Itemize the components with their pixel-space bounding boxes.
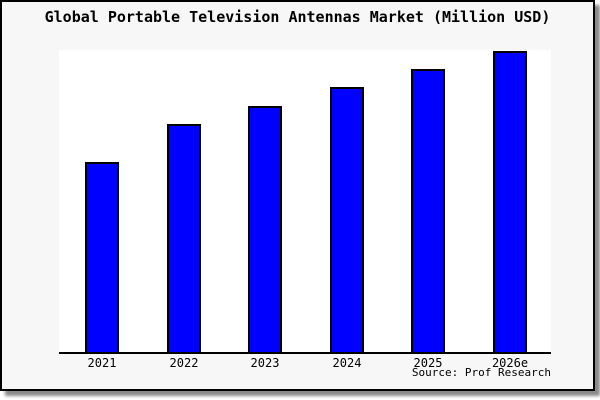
chart-title: Global Portable Television Antennas Mark… — [44, 8, 551, 26]
chart-frame: Global Portable Television Antennas Mark… — [0, 0, 595, 391]
x-tick-label-2022: 2022 — [169, 356, 199, 370]
bar-2026e — [493, 51, 527, 352]
x-tick-label-2026e: 2026e — [491, 356, 529, 370]
bar-2025 — [411, 69, 445, 352]
bar-2021 — [85, 162, 119, 352]
x-tick-label-2021: 2021 — [87, 356, 117, 370]
x-axis-labels: 2021 2022 2023 2024 2025 2026e — [2, 356, 593, 370]
x-tick-label-2024: 2024 — [332, 356, 362, 370]
x-tick-label-2023: 2023 — [250, 356, 280, 370]
bar-2023 — [248, 106, 282, 352]
bar-2022 — [167, 124, 201, 352]
plot-area — [59, 50, 551, 354]
bar-2024 — [330, 87, 364, 352]
x-tick-label-2025: 2025 — [413, 356, 443, 370]
source-attribution: Source: Prof Research — [411, 366, 551, 379]
